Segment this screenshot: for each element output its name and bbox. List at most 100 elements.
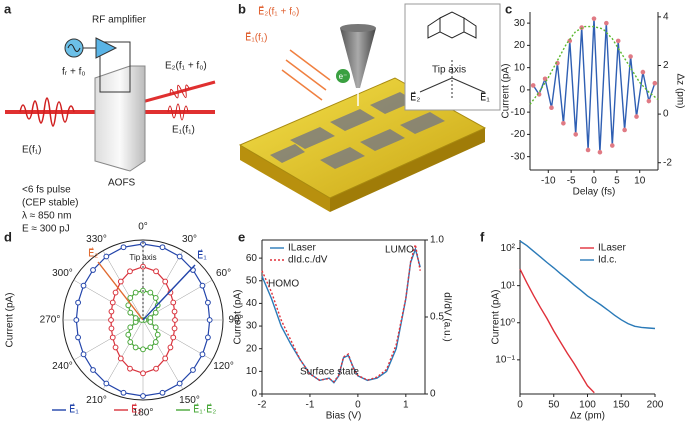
series-line bbox=[519, 240, 656, 330]
marker bbox=[132, 344, 139, 351]
label: E⃗₂ bbox=[410, 91, 420, 104]
label: E⃗₂(f₁ + f₀) bbox=[258, 5, 299, 18]
marker bbox=[206, 317, 213, 323]
y-tick-label: 10² bbox=[501, 243, 516, 254]
marker bbox=[162, 278, 169, 285]
label: λ ≈ 850 nm bbox=[22, 211, 71, 222]
y-tick-label: 60 bbox=[246, 253, 258, 264]
y-tick-label: 30 bbox=[514, 18, 526, 29]
marker bbox=[167, 344, 174, 351]
marker bbox=[80, 351, 87, 358]
y2-tick-label: 2 bbox=[663, 60, 669, 71]
theta-tick-label: 150° bbox=[179, 395, 200, 406]
x-tick-label: 0 bbox=[591, 176, 597, 187]
y-tick-label: -10 bbox=[511, 107, 526, 118]
marker bbox=[561, 120, 566, 126]
setup-diagram: RF amplifier fᵣ + f₀ E(f₁) E₂(f₁ + f₀) E… bbox=[5, 15, 216, 235]
marker bbox=[80, 282, 87, 289]
electron bbox=[336, 69, 350, 83]
pulse bbox=[169, 84, 191, 99]
rf-wave bbox=[67, 44, 81, 52]
marker bbox=[171, 308, 178, 315]
legend-label: E⃗₁ bbox=[69, 403, 79, 416]
marker bbox=[190, 367, 196, 373]
theta-tick-label: 300° bbox=[52, 268, 73, 279]
marker bbox=[147, 344, 154, 351]
x-tick-label: -1 bbox=[305, 400, 314, 411]
arrow bbox=[419, 77, 453, 93]
annotation: E⃗₂ bbox=[88, 247, 98, 260]
y-tick-label: 10⁰ bbox=[500, 317, 515, 328]
pulse bbox=[19, 97, 75, 127]
y-axis-label: Current (pA) bbox=[501, 63, 512, 118]
x-axis-label: Bias (V) bbox=[326, 411, 362, 421]
marker bbox=[159, 244, 166, 251]
y-tick-label: 40 bbox=[246, 298, 258, 309]
label: E(f₁) bbox=[22, 145, 41, 156]
marker bbox=[176, 253, 183, 260]
marker bbox=[646, 98, 652, 104]
series-line bbox=[261, 246, 421, 384]
arrow bbox=[451, 77, 485, 93]
marker bbox=[152, 309, 159, 316]
marker bbox=[609, 143, 615, 148]
marker bbox=[604, 20, 609, 26]
marker bbox=[125, 302, 132, 309]
molecule-layer bbox=[360, 129, 405, 151]
annotation: HOMO bbox=[268, 279, 299, 290]
y-tick-label: 20 bbox=[514, 40, 526, 51]
marker bbox=[591, 16, 597, 21]
x-tick-label: 1 bbox=[403, 400, 409, 411]
y-tick-label: 0 bbox=[519, 85, 525, 96]
series-line bbox=[529, 25, 659, 105]
marker bbox=[634, 114, 639, 119]
legend-label: E⃗₂ bbox=[131, 403, 141, 416]
marker bbox=[108, 325, 115, 332]
legend-label: ILaser bbox=[598, 243, 626, 254]
x-tick-label: -5 bbox=[567, 176, 576, 187]
marker bbox=[109, 334, 116, 341]
y2-tick-label: 0 bbox=[663, 109, 669, 120]
marker bbox=[120, 389, 127, 396]
marker bbox=[109, 299, 116, 306]
panel-label: e bbox=[238, 229, 245, 244]
x-tick-label: 10 bbox=[634, 176, 646, 187]
marker bbox=[152, 339, 159, 345]
marker bbox=[103, 380, 110, 387]
spoke bbox=[142, 250, 184, 321]
marker bbox=[147, 319, 154, 325]
y-tick-label: 10 bbox=[246, 366, 258, 377]
marker bbox=[127, 295, 134, 301]
slab-side bbox=[240, 145, 330, 212]
marker bbox=[103, 253, 110, 260]
marker bbox=[159, 389, 166, 396]
annotation: Tip axis bbox=[129, 253, 156, 262]
marker bbox=[585, 147, 591, 153]
marker bbox=[154, 331, 161, 338]
label: E₂(f₁ + f₀) bbox=[165, 61, 207, 72]
marker bbox=[162, 355, 169, 362]
marker bbox=[117, 278, 124, 285]
label: E⃗₁(f₁) bbox=[245, 31, 268, 44]
y-tick-label: -30 bbox=[511, 151, 526, 162]
molecule-layer bbox=[330, 109, 375, 131]
theta-tick-label: 60° bbox=[216, 268, 231, 279]
aofs-crystal bbox=[94, 65, 146, 172]
marker bbox=[652, 80, 658, 86]
marker bbox=[90, 367, 96, 373]
y-tick-label: 10⁻¹ bbox=[495, 354, 515, 365]
y-axis-label: Current (pA) bbox=[233, 289, 244, 344]
theta-tick-label: 30° bbox=[182, 234, 197, 245]
pulse bbox=[167, 103, 189, 121]
label: fᵣ + f₀ bbox=[62, 67, 86, 78]
marker bbox=[530, 83, 536, 88]
y2-tick-label: 0.5 bbox=[430, 312, 444, 323]
theta-tick-label: 0° bbox=[138, 222, 148, 233]
y-tick-label: 30 bbox=[246, 321, 258, 332]
x-tick-label: 50 bbox=[548, 400, 560, 411]
legend-label: E⃗₁·E⃗₂ bbox=[193, 403, 216, 416]
annotation: E⃗₁ bbox=[197, 249, 207, 262]
marker bbox=[152, 324, 159, 331]
label: <6 fs pulse bbox=[22, 185, 71, 196]
